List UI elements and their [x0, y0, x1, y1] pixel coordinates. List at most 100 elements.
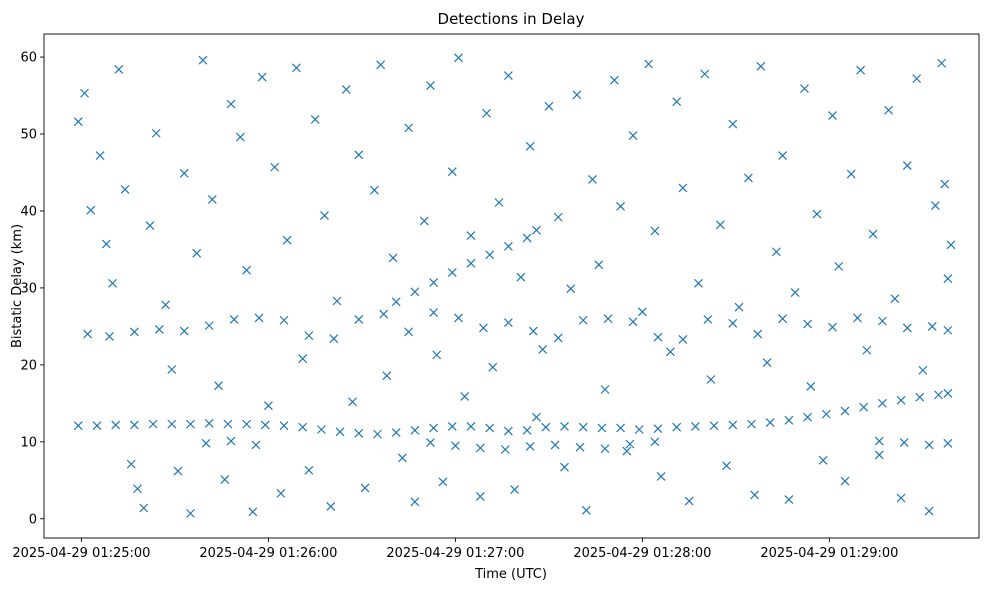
- data-point: [503, 241, 513, 251]
- data-point: [834, 261, 844, 271]
- data-point: [360, 483, 370, 493]
- data-point: [532, 225, 541, 235]
- data-point: [154, 325, 164, 334]
- data-point: [828, 111, 837, 120]
- data-point: [404, 327, 414, 337]
- x-axis-ticks: 2025-04-29 01:25:00 2025-04-29 01:26:00 20…: [12, 538, 898, 561]
- data-point: [616, 423, 626, 433]
- data-point: [92, 421, 102, 431]
- data-point: [924, 506, 934, 516]
- data-point: [525, 141, 535, 151]
- data-point: [743, 173, 753, 183]
- data-point: [828, 322, 837, 332]
- data-point: [597, 423, 607, 433]
- data-point: [803, 412, 813, 422]
- data-point: [575, 442, 585, 452]
- x-tick-label: 2025-04-29 01:25:00: [12, 546, 150, 561]
- data-point: [95, 151, 105, 161]
- data-point: [578, 315, 588, 325]
- data-point: [703, 315, 713, 324]
- data-point: [728, 420, 738, 430]
- data-point: [803, 319, 813, 329]
- data-point: [466, 422, 476, 431]
- data-point: [541, 422, 551, 432]
- data-point: [874, 450, 884, 460]
- data-point: [397, 453, 407, 463]
- x-axis-label: Time (UTC): [474, 567, 547, 582]
- data-point: [616, 201, 626, 211]
- data-point: [304, 465, 314, 475]
- data-point: [460, 391, 470, 401]
- data-point: [382, 371, 392, 381]
- data-point: [868, 229, 878, 239]
- data-point: [500, 445, 510, 454]
- data-point: [862, 345, 872, 355]
- data-point: [503, 318, 513, 327]
- data-point: [902, 323, 912, 333]
- data-point: [254, 313, 264, 323]
- data-point: [192, 248, 202, 258]
- data-point: [609, 75, 619, 85]
- data-point: [666, 347, 675, 357]
- data-point: [553, 212, 563, 222]
- data-point: [762, 358, 772, 367]
- data-point: [207, 195, 217, 204]
- data-point: [653, 424, 663, 434]
- data-point: [454, 313, 463, 323]
- data-point: [282, 235, 292, 245]
- data-point: [86, 205, 96, 215]
- data-point: [550, 440, 560, 450]
- data-point: [877, 316, 887, 326]
- data-point: [747, 419, 756, 429]
- data-point: [628, 317, 638, 327]
- data-point: [734, 302, 744, 312]
- data-point: [784, 415, 794, 425]
- data-point: [622, 446, 632, 456]
- data-point: [426, 438, 435, 448]
- data-point: [924, 440, 934, 450]
- data-point: [946, 240, 956, 250]
- data-point: [937, 58, 947, 68]
- data-point: [806, 381, 816, 391]
- data-point: [263, 401, 273, 411]
- data-point: [341, 84, 351, 94]
- data-point: [404, 123, 414, 133]
- data-point: [129, 420, 139, 430]
- data-point: [560, 422, 569, 431]
- data-point: [930, 201, 940, 211]
- data-point: [485, 423, 495, 433]
- data-point: [101, 239, 111, 249]
- data-point: [248, 507, 258, 517]
- data-point: [912, 74, 922, 84]
- data-point: [528, 326, 538, 336]
- data-point: [80, 88, 89, 98]
- data-point: [354, 150, 364, 160]
- data-point: [690, 422, 700, 431]
- x-tick-label: 2025-04-29 01:27:00: [386, 546, 524, 561]
- data-point: [594, 260, 604, 270]
- data-point: [320, 211, 329, 221]
- data-point: [167, 365, 177, 374]
- data-point: [214, 381, 223, 391]
- data-point: [678, 335, 688, 344]
- data-point: [379, 309, 389, 319]
- data-point: [560, 462, 569, 472]
- data-point: [800, 84, 809, 94]
- data-point: [419, 216, 429, 226]
- data-point: [588, 175, 597, 184]
- y-tick-label: 60: [20, 51, 37, 66]
- data-point: [482, 108, 491, 118]
- data-point: [316, 425, 326, 434]
- data-point: [488, 362, 498, 372]
- data-point: [927, 321, 937, 331]
- y-axis-label: Bistatic Delay (km): [10, 224, 25, 348]
- data-point: [466, 258, 476, 268]
- data-point: [510, 485, 520, 494]
- data-point: [553, 333, 563, 343]
- data-point: [186, 508, 195, 518]
- data-point: [429, 278, 439, 287]
- data-point: [899, 438, 909, 448]
- data-point: [270, 162, 280, 172]
